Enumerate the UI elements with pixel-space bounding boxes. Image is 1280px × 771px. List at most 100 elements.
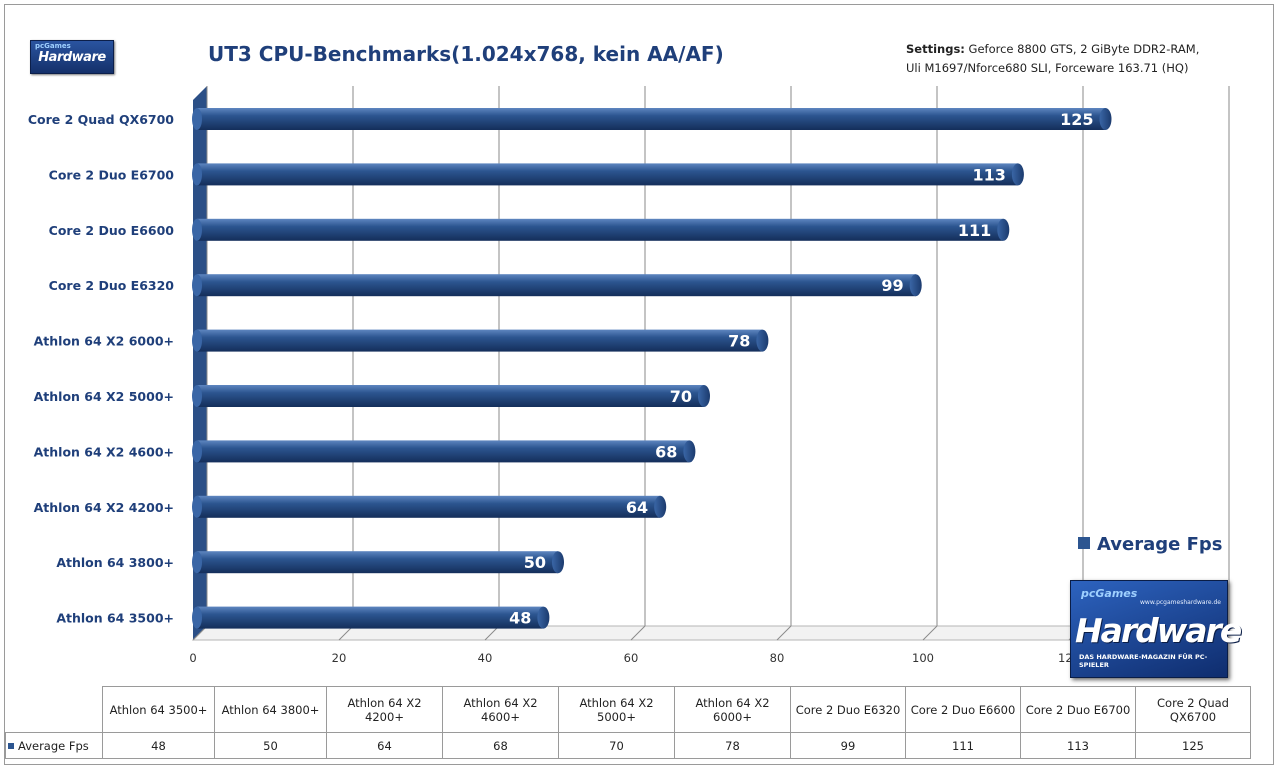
table-header-cell: Core 2 Duo E6320: [790, 686, 906, 733]
bar-value-label: 125: [1060, 110, 1093, 129]
legend-swatch: [1078, 537, 1090, 549]
chart-title: UT3 CPU-Benchmarks(1.024x768, kein AA/AF…: [208, 42, 724, 66]
data-table: Athlon 64 3500+ Athlon 64 3800+ Athlon 64 …: [5, 686, 1251, 759]
grid-floor-line: [922, 625, 938, 641]
table-header-cell: Athlon 64 X2 4200+: [326, 686, 443, 733]
table-corner: [5, 686, 103, 733]
bar-value-label: 78: [728, 332, 750, 351]
bar-value-label: 70: [670, 387, 692, 406]
table-swatch: [8, 742, 14, 749]
x-tick-label: 100: [912, 651, 934, 665]
bar-body: [197, 274, 916, 297]
bar-base: [192, 108, 202, 130]
bar-body: [197, 218, 1004, 241]
x-tick-label: 0: [189, 651, 196, 665]
y-category-label: Athlon 64 X2 4200+: [34, 500, 174, 515]
table-header-cell: Core 2 Duo E6700: [1020, 686, 1136, 733]
bar-base: [192, 385, 202, 407]
bar-base: [192, 551, 202, 574]
table-value-cell: 70: [558, 732, 675, 759]
bar-base: [192, 440, 202, 463]
bar: [192, 163, 1024, 186]
bar-cap: [654, 495, 667, 518]
x-tick-label: 20: [332, 651, 347, 665]
bar-value-label: 64: [626, 498, 648, 517]
bar-value-label: 113: [972, 165, 1005, 184]
table-header-cell: Core 2 Quad QX6700: [1135, 686, 1251, 733]
logo-tagline: DAS HARDWARE-MAGAZIN FÜR PC-SPIELER: [1079, 653, 1208, 669]
table-header-row: Athlon 64 3500+ Athlon 64 3800+ Athlon 64 …: [5, 686, 1251, 733]
bar-body: [197, 440, 690, 463]
y-category-label: Athlon 64 3800+: [56, 555, 174, 570]
logo-url: www.pcgameshardware.de: [1140, 599, 1221, 606]
bar: [192, 606, 550, 629]
bar: [192, 551, 564, 574]
logo-wordmark: Hardware: [1075, 611, 1242, 650]
settings-line2: Uli M1697/Nforce680 SLI, Forceware 163.7…: [906, 61, 1189, 75]
grid-floor-line: [776, 625, 792, 641]
x-tick-label: 40: [478, 651, 493, 665]
labels-layer: 125 Core 2 Quad QX6700 113 Core 2 Duo E6700…: [28, 110, 1094, 628]
table-value-cell: 125: [1135, 732, 1251, 759]
y-category-label: Athlon 64 X2 5000+: [34, 389, 174, 404]
table-value-cell: 64: [326, 732, 443, 759]
y-category-label: Athlon 64 X2 6000+: [34, 334, 174, 349]
table-header-cell: Athlon 64 3800+: [214, 686, 327, 733]
legend-label: Average Fps: [1097, 534, 1223, 555]
table-header-cell: Athlon 64 X2 6000+: [674, 686, 791, 733]
bar-base: [192, 163, 202, 186]
bar-body: [197, 108, 1106, 130]
bar-base: [192, 495, 202, 518]
table-value-cell: 68: [442, 732, 559, 759]
bar-value-label: 68: [655, 442, 677, 461]
bar: [192, 274, 922, 297]
chart-frame: [4, 4, 1274, 765]
bar-value-label: 50: [524, 553, 546, 572]
table-series-name: Average Fps: [18, 738, 89, 753]
logo-small-top: pcGames: [35, 42, 71, 50]
bar: [192, 329, 769, 352]
logo-pcgames: pcGames: [1081, 587, 1138, 600]
x-tick-label: 60: [624, 651, 639, 665]
table-value-cell: 99: [790, 732, 906, 759]
bar-base: [192, 329, 202, 352]
y-category-label: Athlon 64 X2 4600+: [34, 444, 174, 459]
y-category-label: Core 2 Duo E6700: [49, 167, 175, 182]
table-value-cell: 78: [674, 732, 791, 759]
table-row: Average Fps 48 50 64 68 70 78 99 111 113 125: [5, 732, 1251, 759]
table-value-cell: 113: [1020, 732, 1136, 759]
bar-body: [197, 551, 558, 574]
bar-body: [197, 329, 763, 352]
bar: [192, 495, 667, 518]
bar-cap: [909, 274, 922, 297]
settings-line1: Geforce 8800 GTS, 2 GiByte DDR2-RAM,: [968, 42, 1200, 56]
table-header-cell: Athlon 64 X2 4600+: [442, 686, 559, 733]
bar: [192, 385, 710, 407]
table-row-label: Average Fps: [5, 732, 103, 759]
y-category-label: Core 2 Duo E6600: [49, 223, 175, 238]
logo-small-text: Hardware: [38, 50, 106, 65]
bar-cap: [1011, 163, 1024, 186]
legend: Average Fps: [1078, 534, 1223, 555]
bar: [192, 440, 696, 463]
bar-value-label: 99: [881, 276, 903, 295]
bar-cap: [756, 329, 769, 352]
bars-layer: [192, 108, 1112, 629]
bar-base: [192, 606, 202, 629]
bar-body: [197, 606, 544, 629]
table-value-cell: 50: [214, 732, 327, 759]
x-tick-label: 80: [770, 651, 785, 665]
y-category-label: Athlon 64 3500+: [56, 611, 174, 626]
bar-value-label: 48: [509, 609, 531, 628]
y-category-label: Core 2 Quad QX6700: [28, 112, 174, 127]
table-value-cell: 48: [102, 732, 215, 759]
pcgh-logo: pcGames www.pcgameshardware.de Hardware …: [1070, 580, 1242, 678]
bar-base: [192, 274, 202, 297]
bar-cap: [552, 551, 564, 574]
settings-note: Settings: Geforce 8800 GTS, 2 GiByte DDR…: [906, 40, 1199, 78]
bar: [192, 218, 1010, 241]
table-value-cell: 111: [905, 732, 1021, 759]
grid-floor-line: [630, 625, 646, 641]
bar-value-label: 111: [958, 221, 991, 240]
